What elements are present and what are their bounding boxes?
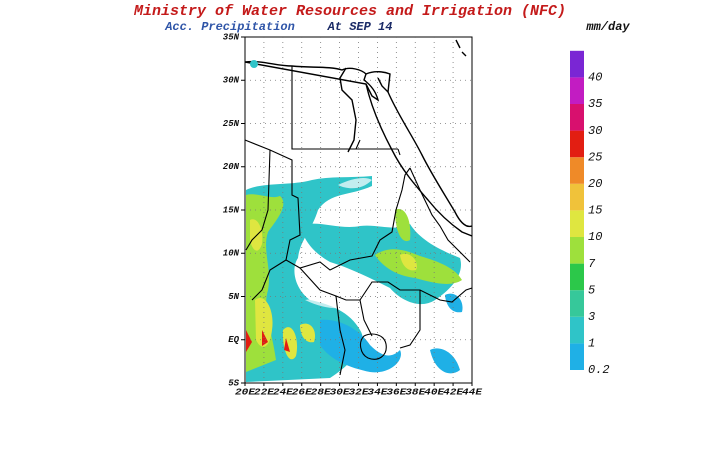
lon-label: 28E [311,387,332,397]
lon-label: 36E [386,387,407,397]
axis-labels: 35N30N25N20N15N10N5NEQ5S20E22E24E26E28E3… [223,32,483,397]
lat-label: 35N [223,32,240,42]
colorbar-segment [570,183,584,211]
colorbar-label: 15 [588,204,602,218]
colorbar-segment [570,343,584,370]
colorbar-label: 3 [588,310,595,324]
precip-area [300,253,417,343]
lon-label: 30E [330,387,351,397]
precip-area [320,293,463,374]
colorbar-segment [570,237,584,264]
precip-area [250,219,298,360]
lon-label: 20E [235,387,256,397]
lon-label: 22E [254,387,275,397]
precip-area [300,223,461,305]
precip-area [246,330,290,352]
lon-label: 26E [292,387,313,397]
border [291,66,401,156]
precip-area [375,209,462,284]
unit: mm/day [585,20,630,34]
coastline [387,91,473,228]
colorbar-segment [570,50,584,78]
precip-dot [250,60,258,68]
subtitle: Acc. Precipitation [164,20,295,34]
lat-label: 5S [228,378,239,388]
colorbar-segment [570,316,584,344]
border [244,139,411,271]
colorbar-segment [570,290,584,317]
lon-label: 44E [462,387,483,397]
lat-label: 30N [223,76,240,86]
lat-label: 20N [223,162,240,172]
colorbar-label: 35 [588,97,602,111]
lat-label: EQ [228,335,239,345]
colorbar-label: 1 [588,337,595,351]
lon-label: 32E [349,387,370,397]
colorbar-segment [570,104,584,131]
title: Ministry of Water Resources and Irrigati… [133,3,566,20]
colorbar-label: 20 [588,177,602,191]
lon-label: 40E [424,387,445,397]
colorbar-segment [570,157,584,184]
coastline [365,71,391,94]
colorbar-segment [570,77,584,104]
colorbar-label: 0.2 [588,363,610,377]
lat-label: 5N [228,292,239,302]
colorbar-label: 30 [588,124,602,138]
lake [359,333,387,360]
colorbar-segment [570,210,584,237]
colorbar-label: 10 [588,230,602,244]
colorbar-segment [570,263,584,291]
colorbar-label: 5 [588,283,595,297]
map [244,36,473,384]
colorbar-segment [570,130,584,158]
coastline [339,39,467,153]
colorbar-label: 25 [588,150,602,164]
lon-label: 42E [443,387,464,397]
lat-label: 25N [223,119,240,129]
border [335,167,471,376]
lon-label: 24E [273,387,294,397]
colorbar-label: 7 [588,257,596,271]
lat-label: 15N [223,205,240,215]
colorbar-label: 40 [588,71,602,85]
lat-label: 10N [223,249,240,259]
lon-label: 38E [405,387,426,397]
coastline [365,83,473,237]
date: At SEP 14 [327,20,393,34]
boundaries [244,39,473,376]
lon-label: 34E [367,387,388,397]
